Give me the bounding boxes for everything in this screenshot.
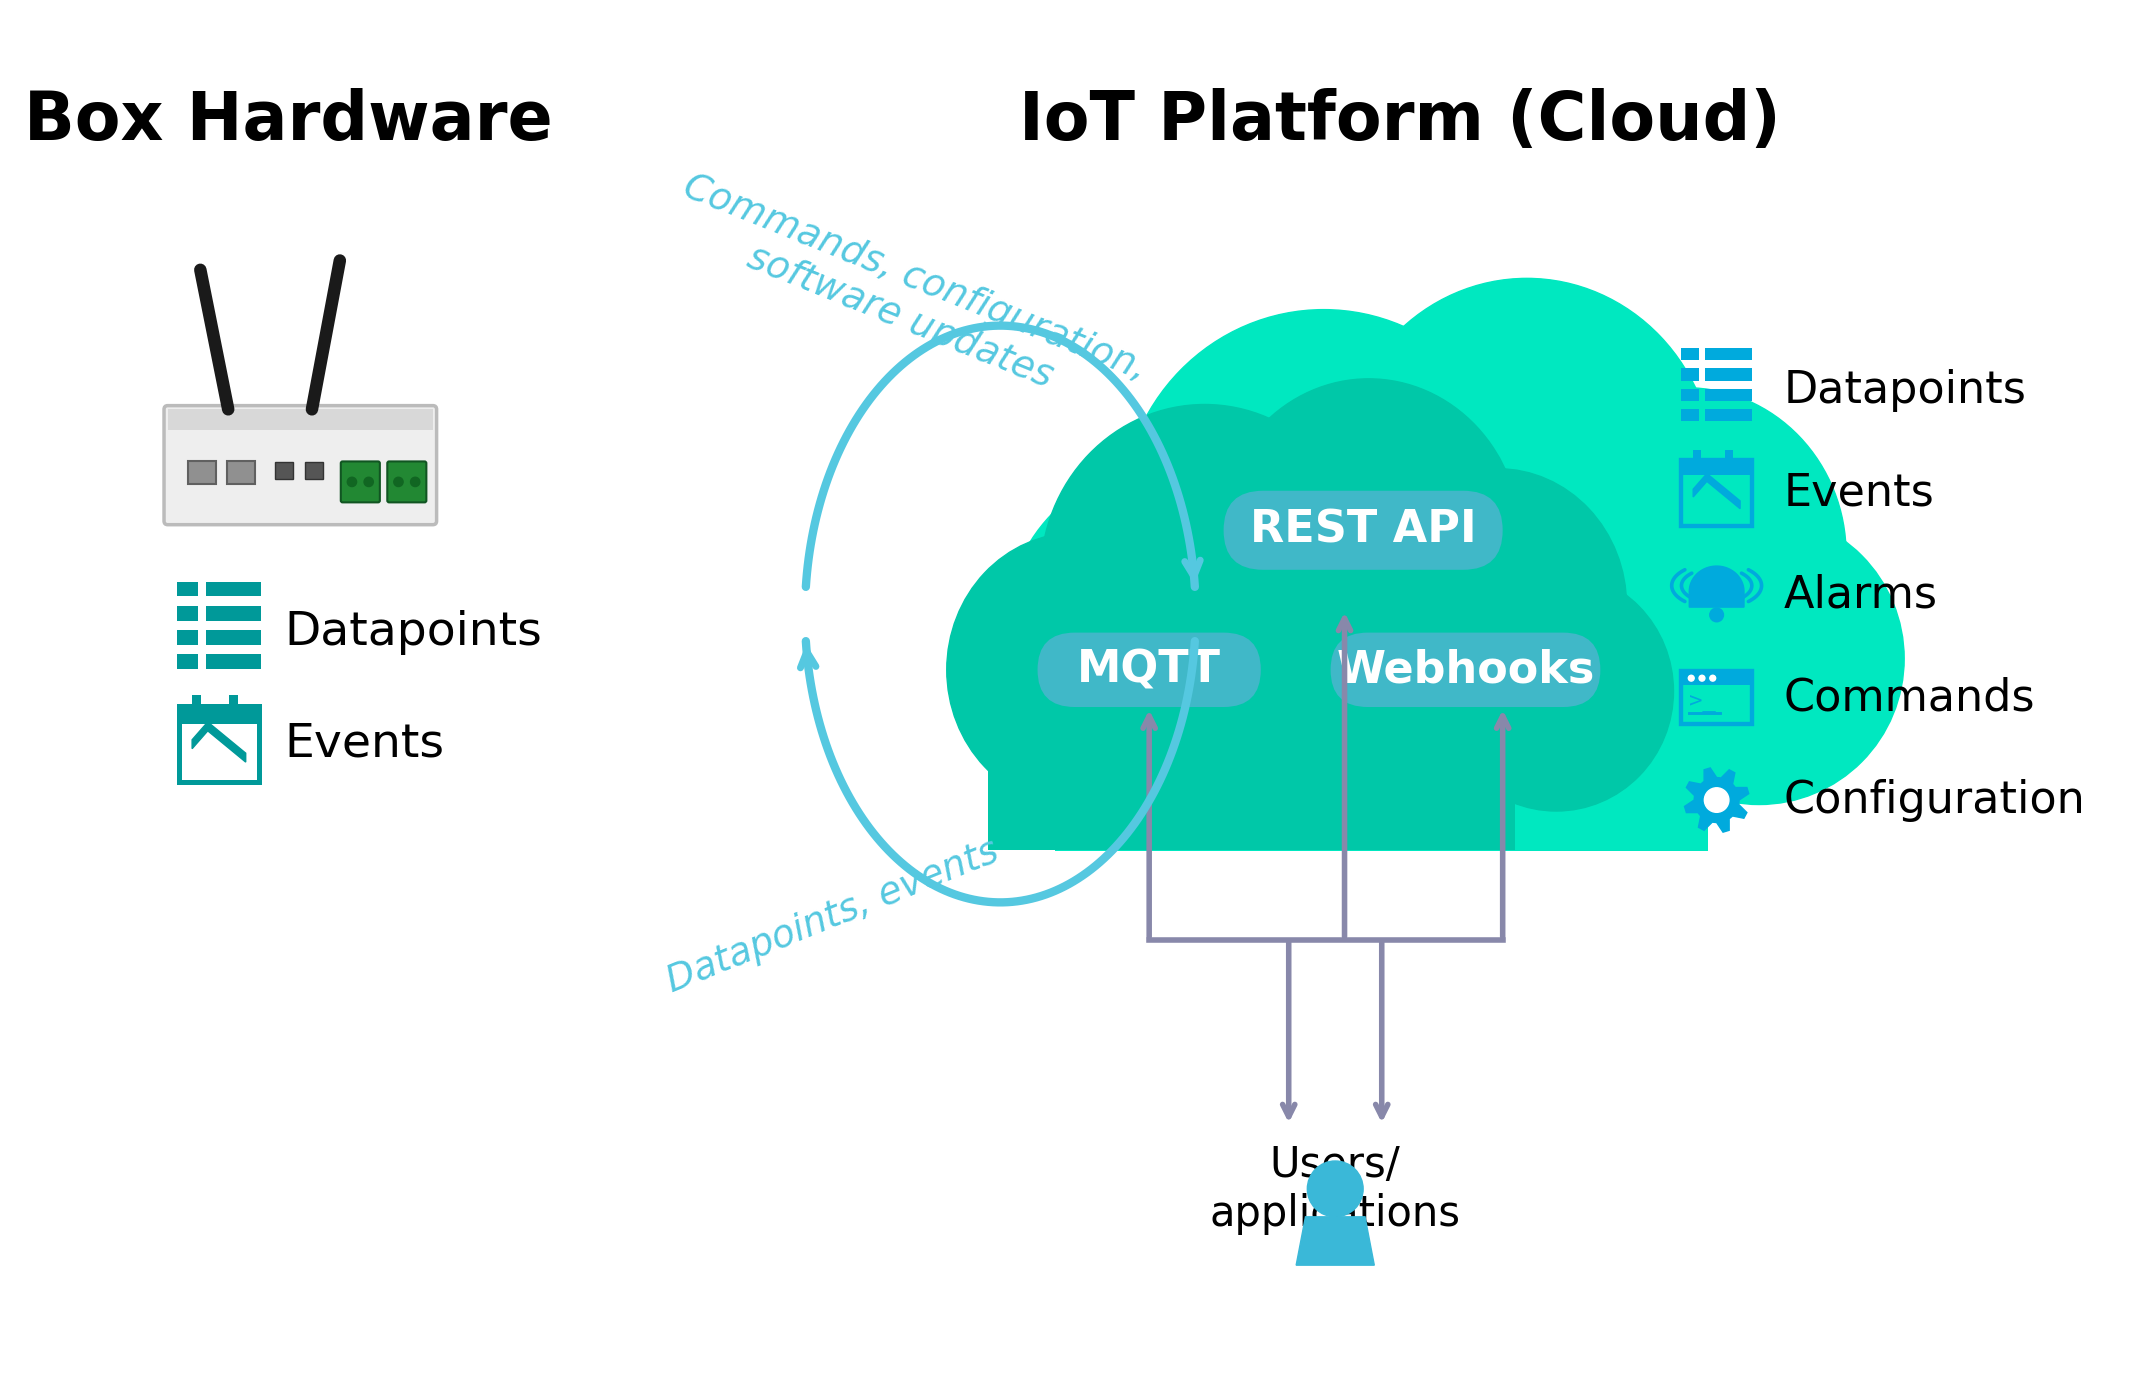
FancyBboxPatch shape [179, 706, 258, 725]
Text: Box Hardware: Box Hardware [23, 87, 553, 154]
Circle shape [1699, 675, 1706, 682]
Polygon shape [1296, 1217, 1375, 1266]
FancyBboxPatch shape [1680, 368, 1699, 380]
Circle shape [348, 477, 357, 487]
FancyBboxPatch shape [1055, 618, 1708, 851]
FancyBboxPatch shape [205, 582, 260, 597]
FancyBboxPatch shape [1680, 389, 1699, 401]
Polygon shape [192, 722, 246, 762]
FancyBboxPatch shape [1706, 409, 1753, 422]
FancyBboxPatch shape [1706, 348, 1753, 359]
Circle shape [1710, 608, 1723, 622]
Text: Datapoints: Datapoints [284, 611, 542, 655]
Circle shape [1307, 1160, 1362, 1217]
Circle shape [365, 477, 374, 487]
FancyBboxPatch shape [1706, 389, 1753, 401]
Ellipse shape [1614, 512, 1904, 805]
FancyBboxPatch shape [1330, 633, 1601, 706]
FancyBboxPatch shape [1682, 672, 1753, 686]
Text: Datapoints, events: Datapoints, events [662, 833, 1003, 999]
Circle shape [1710, 675, 1717, 682]
Ellipse shape [1040, 404, 1369, 747]
FancyBboxPatch shape [342, 461, 380, 502]
FancyBboxPatch shape [205, 654, 260, 669]
Text: >_: >_ [1689, 691, 1717, 712]
FancyBboxPatch shape [226, 461, 256, 484]
FancyBboxPatch shape [1680, 348, 1699, 359]
Ellipse shape [946, 533, 1204, 806]
FancyBboxPatch shape [205, 607, 260, 620]
FancyBboxPatch shape [1223, 491, 1503, 570]
FancyBboxPatch shape [192, 695, 201, 706]
FancyBboxPatch shape [386, 461, 427, 502]
Text: Users/
applications: Users/ applications [1211, 1144, 1460, 1235]
FancyBboxPatch shape [177, 630, 199, 644]
FancyBboxPatch shape [177, 654, 199, 669]
FancyBboxPatch shape [228, 695, 237, 706]
Ellipse shape [1527, 387, 1847, 722]
Text: Commands, configuration,
software updates: Commands, configuration, software update… [662, 169, 1153, 426]
Text: Events: Events [284, 722, 444, 766]
Text: Datapoints: Datapoints [1783, 369, 2026, 412]
Ellipse shape [1339, 279, 1717, 675]
Ellipse shape [1217, 379, 1520, 704]
FancyBboxPatch shape [305, 462, 322, 479]
Text: Webhooks: Webhooks [1337, 648, 1595, 691]
FancyBboxPatch shape [275, 462, 292, 479]
FancyBboxPatch shape [1680, 409, 1699, 422]
FancyBboxPatch shape [1725, 450, 1734, 459]
Circle shape [410, 477, 421, 487]
Circle shape [1689, 675, 1695, 682]
Ellipse shape [1076, 541, 1544, 841]
Text: Alarms: Alarms [1783, 573, 1939, 616]
Polygon shape [1689, 566, 1744, 607]
Ellipse shape [1369, 469, 1627, 743]
Ellipse shape [1121, 310, 1527, 726]
Text: Events: Events [1783, 472, 1934, 515]
FancyBboxPatch shape [177, 582, 199, 597]
Polygon shape [1693, 473, 1740, 508]
Ellipse shape [1003, 466, 1324, 799]
Circle shape [1704, 788, 1729, 812]
Ellipse shape [1048, 502, 1454, 815]
Polygon shape [1685, 768, 1749, 833]
FancyBboxPatch shape [169, 409, 433, 430]
Ellipse shape [982, 562, 1311, 819]
FancyBboxPatch shape [1693, 450, 1702, 459]
FancyBboxPatch shape [989, 657, 1516, 849]
Text: IoT Platform (Cloud): IoT Platform (Cloud) [1021, 87, 1781, 154]
Text: Configuration: Configuration [1783, 779, 2086, 822]
FancyBboxPatch shape [1706, 368, 1753, 380]
FancyBboxPatch shape [205, 630, 260, 644]
Circle shape [393, 477, 404, 487]
FancyBboxPatch shape [188, 461, 216, 484]
FancyBboxPatch shape [1682, 459, 1753, 476]
FancyBboxPatch shape [177, 607, 199, 620]
Text: REST API: REST API [1249, 509, 1477, 552]
Ellipse shape [1439, 572, 1674, 811]
FancyBboxPatch shape [1038, 633, 1262, 706]
Ellipse shape [1164, 476, 1744, 841]
FancyBboxPatch shape [164, 405, 436, 525]
Text: MQTT: MQTT [1078, 648, 1221, 691]
Text: Commands: Commands [1783, 676, 2035, 719]
